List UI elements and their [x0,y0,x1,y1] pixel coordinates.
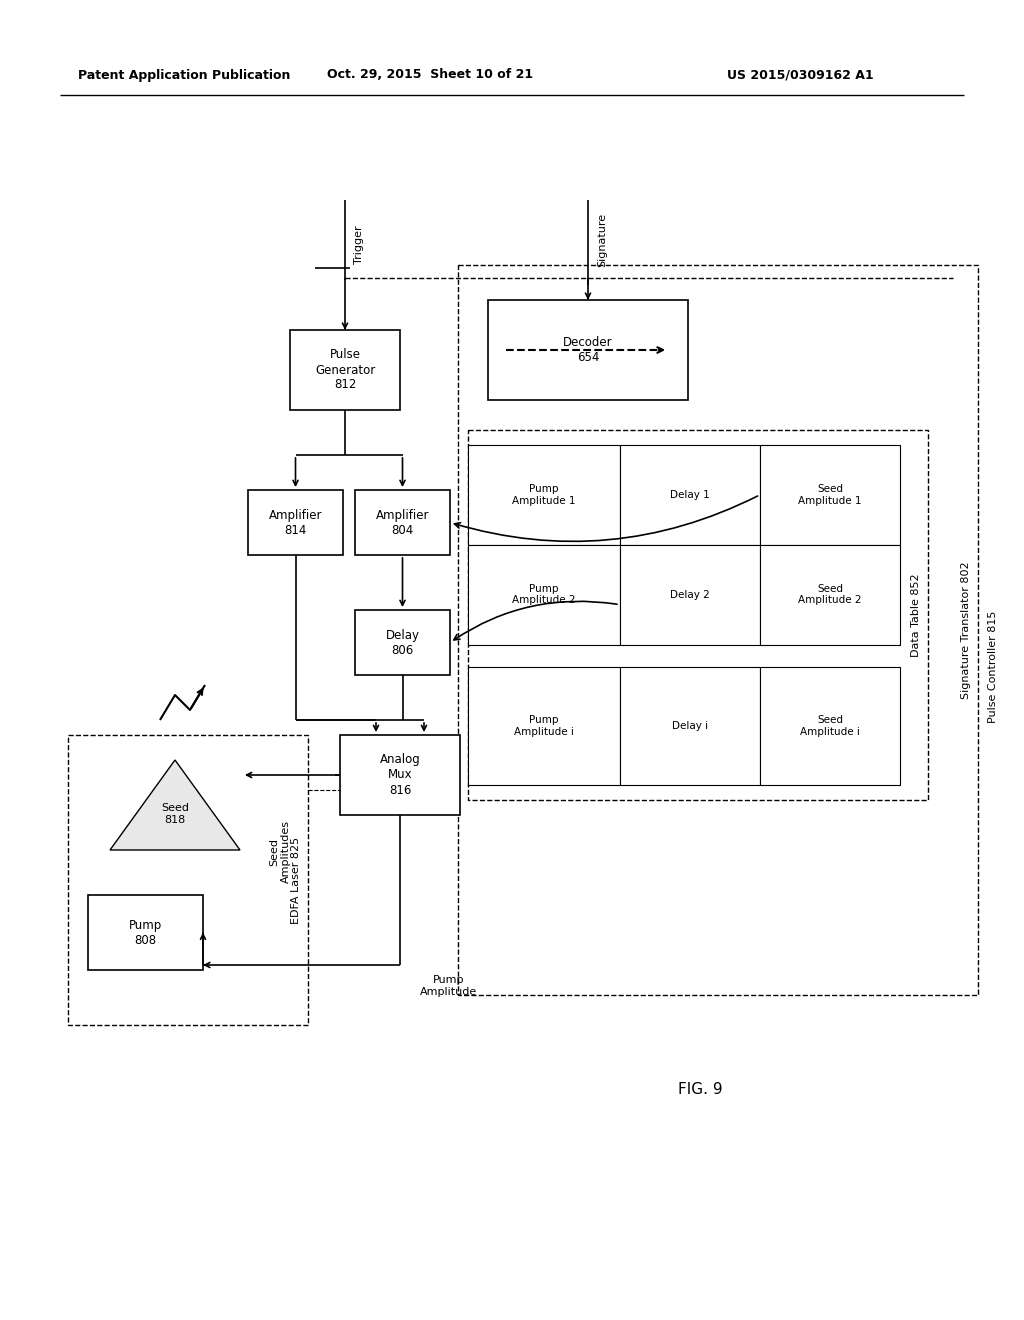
FancyBboxPatch shape [290,330,400,411]
Text: Pulse Controller 815: Pulse Controller 815 [988,610,998,722]
FancyBboxPatch shape [468,667,620,785]
Text: Pump
808: Pump 808 [129,919,162,946]
Text: Seed
818: Seed 818 [161,803,189,825]
FancyBboxPatch shape [248,490,343,554]
FancyBboxPatch shape [68,735,308,1026]
Text: EDFA Laser 825: EDFA Laser 825 [291,837,301,924]
Text: Signature: Signature [597,213,607,267]
Text: Pump
Amplitude i: Pump Amplitude i [514,715,573,737]
FancyBboxPatch shape [88,895,203,970]
Text: Delay
806: Delay 806 [385,628,420,656]
FancyBboxPatch shape [760,445,900,545]
FancyBboxPatch shape [760,667,900,785]
FancyBboxPatch shape [468,430,928,800]
Text: Amplifier
804: Amplifier 804 [376,508,429,536]
FancyBboxPatch shape [488,300,688,400]
FancyBboxPatch shape [620,545,760,644]
Text: Data Table 852: Data Table 852 [911,573,921,657]
FancyBboxPatch shape [468,545,620,644]
Text: US 2015/0309162 A1: US 2015/0309162 A1 [727,69,873,82]
Text: Seed
Amplitude 2: Seed Amplitude 2 [799,583,862,606]
Text: Seed
Amplitude i: Seed Amplitude i [801,715,860,737]
Text: Signature Translator 802: Signature Translator 802 [961,561,971,698]
Text: Patent Application Publication: Patent Application Publication [78,69,291,82]
Text: Trigger: Trigger [354,226,364,264]
Text: Analog
Mux
816: Analog Mux 816 [380,754,421,796]
FancyBboxPatch shape [620,667,760,785]
Text: Pump
Amplitude 2: Pump Amplitude 2 [512,583,575,606]
Text: Pulse
Generator
812: Pulse Generator 812 [314,348,375,392]
Text: Delay 1: Delay 1 [670,490,710,500]
FancyBboxPatch shape [355,610,450,675]
Text: Delay i: Delay i [672,721,708,731]
Polygon shape [110,760,240,850]
FancyBboxPatch shape [468,445,620,545]
Text: Decoder
654: Decoder 654 [563,337,612,364]
FancyBboxPatch shape [760,545,900,644]
Text: Seed
Amplitudes: Seed Amplitudes [269,820,291,883]
Text: Pump
Amplitude: Pump Amplitude [420,975,477,997]
FancyBboxPatch shape [355,490,450,554]
FancyBboxPatch shape [340,735,460,814]
Text: Amplifier
814: Amplifier 814 [268,508,323,536]
Text: Pump
Amplitude 1: Pump Amplitude 1 [512,484,575,506]
FancyBboxPatch shape [458,265,978,995]
Text: Delay 2: Delay 2 [670,590,710,599]
Text: Oct. 29, 2015  Sheet 10 of 21: Oct. 29, 2015 Sheet 10 of 21 [327,69,534,82]
Text: Seed
Amplitude 1: Seed Amplitude 1 [799,484,862,506]
FancyBboxPatch shape [620,445,760,545]
Text: FIG. 9: FIG. 9 [678,1082,722,1097]
